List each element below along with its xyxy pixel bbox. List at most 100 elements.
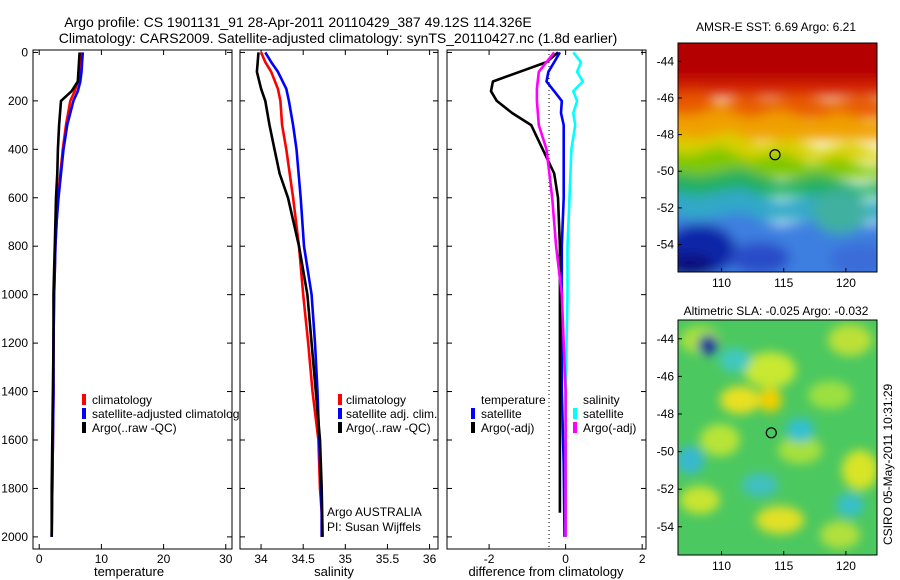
sla-map-frame bbox=[677, 319, 878, 556]
x-tick-label: 115 bbox=[774, 559, 793, 573]
argo-position-marker bbox=[769, 149, 781, 161]
figure-title-line2: Climatology: CARS2009. Satellite-adjuste… bbox=[59, 30, 617, 46]
legend-swatch-sal-argo bbox=[573, 422, 577, 433]
temperature-x-label: temperature bbox=[94, 564, 164, 579]
y-tick-label: 1800 bbox=[1, 481, 28, 495]
side-timestamp-label: CSIRO 05-May-2011 10:31:29 bbox=[881, 383, 895, 545]
legend-swatch-climatology bbox=[82, 394, 86, 405]
y-tick-label: -50 bbox=[657, 164, 675, 178]
y-tick-label: 400 bbox=[8, 142, 28, 156]
series-line-salinity-argo-adj bbox=[535, 51, 567, 537]
legend-label-temp-satellite: satellite bbox=[481, 407, 522, 421]
y-tick-label: -52 bbox=[657, 201, 675, 215]
x-tick-label: 110 bbox=[712, 276, 731, 290]
salinity-series bbox=[255, 51, 324, 537]
series-line-argo-raw-qc bbox=[255, 52, 324, 537]
x-tick-label: 2 bbox=[639, 552, 646, 566]
sla-map-title: Altimetric SLA: -0.025 Argo: -0.032 bbox=[684, 304, 869, 318]
y-tick-label: 800 bbox=[8, 239, 28, 253]
difference-axes-frame bbox=[446, 49, 647, 550]
y-tick-label: -50 bbox=[657, 445, 675, 459]
argo-position-marker bbox=[765, 427, 777, 439]
x-tick-label: 20 bbox=[157, 552, 171, 566]
salinity-legend: climatology satellite adj. clim. Argo(..… bbox=[338, 393, 437, 435]
y-tick-label: 1400 bbox=[1, 385, 28, 399]
x-tick-label: 115 bbox=[774, 276, 793, 290]
x-tick-label: 35.5 bbox=[376, 552, 400, 566]
y-tick-label: -46 bbox=[657, 91, 675, 105]
legend-swatch-argo bbox=[82, 422, 86, 433]
legend-label-sal-argo: Argo(-adj) bbox=[583, 421, 636, 435]
legend-label-climatology: climatology bbox=[346, 393, 406, 407]
figure-title-line1: Argo profile: CS 1901131_91 28-Apr-2011 … bbox=[64, 14, 532, 30]
y-tick-label: -44 bbox=[657, 332, 675, 346]
legend-label-satellite: satellite adj. clim. bbox=[346, 407, 437, 421]
legend-label-argo: Argo(..raw -QC) bbox=[92, 421, 177, 435]
y-tick-label: 1000 bbox=[1, 288, 28, 302]
difference-x-label: difference from climatology bbox=[468, 564, 624, 579]
x-tick-label: 110 bbox=[712, 559, 731, 573]
sst-map-panel: AMSR-E SST: 6.69 Argo: 6.21 110 115 120 -44… bbox=[657, 20, 878, 290]
difference-legend: temperature satellite Argo(-adj) salinit… bbox=[471, 393, 636, 435]
legend-swatch-sal-satellite bbox=[573, 408, 577, 419]
salinity-x-label: salinity bbox=[314, 564, 354, 579]
sst-map-axes: 110 115 120 -44 -46 -48 -50 -52 -54 bbox=[657, 54, 857, 290]
y-tick-label: -46 bbox=[657, 369, 675, 383]
legend-swatch-climatology bbox=[338, 394, 342, 405]
x-tick-label: 0 bbox=[36, 552, 43, 566]
y-tick-label: 1600 bbox=[1, 433, 28, 447]
x-tick-label: -2 bbox=[484, 552, 495, 566]
difference-series bbox=[489, 51, 585, 537]
series-line-temperature-argo-adj bbox=[489, 51, 562, 513]
y-tick-label: 1200 bbox=[1, 336, 28, 350]
legend-header-salinity: salinity bbox=[583, 393, 620, 407]
legend-header-temperature: temperature bbox=[481, 393, 546, 407]
legend-swatch-satellite bbox=[82, 408, 86, 419]
legend-swatch-argo bbox=[338, 422, 342, 433]
sst-heatmap bbox=[678, 43, 877, 272]
depth-y-ticks: 0 200 400 600 800 1000 1200 1400 1600 1800 2000 bbox=[1, 45, 28, 543]
legend-label-argo: Argo(..raw -QC) bbox=[346, 421, 431, 435]
sst-map-frame bbox=[677, 42, 878, 273]
y-tick-label: -48 bbox=[657, 407, 675, 421]
x-tick-label: 30 bbox=[219, 552, 233, 566]
y-tick-label: -44 bbox=[657, 54, 675, 68]
temperature-legend: climatology satellite-adjusted climatolo… bbox=[82, 393, 239, 435]
sla-map-axes: 110 115 120 -44 -46 -48 -50 -52 -54 bbox=[657, 332, 857, 573]
y-tick-label: 2000 bbox=[1, 530, 28, 544]
x-tick-label: 35 bbox=[339, 552, 353, 566]
salinity-panel: 34 34.5 35 35.5 36 salinity climatology sate… bbox=[239, 49, 439, 579]
legend-label-sal-satellite: satellite bbox=[583, 407, 624, 421]
y-tick-label: 200 bbox=[8, 94, 28, 108]
temperature-axes-frame bbox=[32, 49, 233, 550]
difference-x-ticks: -2 0 2 bbox=[447, 50, 646, 566]
series-line-argo-raw-qc bbox=[50, 52, 81, 537]
y-tick-label: -52 bbox=[657, 482, 675, 496]
difference-panel: -2 0 2 difference from climatology tempera… bbox=[446, 49, 647, 579]
x-tick-label: 34.5 bbox=[292, 552, 316, 566]
y-tick-label: -48 bbox=[657, 128, 675, 142]
legend-swatch-satellite bbox=[338, 408, 342, 419]
legend-label-satellite: satellite-adjusted climatolog bbox=[92, 407, 239, 421]
legend-label-climatology: climatology bbox=[92, 393, 152, 407]
legend-label-temp-argo: Argo(-adj) bbox=[481, 421, 534, 435]
y-tick-label: 0 bbox=[21, 45, 28, 59]
temperature-panel: 0 10 20 30 temperature climatology satellit… bbox=[32, 49, 239, 579]
legend-swatch-temp-satellite bbox=[471, 408, 475, 419]
y-tick-label: 600 bbox=[8, 191, 28, 205]
sla-heatmap bbox=[678, 320, 877, 555]
y-tick-label: -54 bbox=[657, 520, 675, 534]
series-line-salinity-satellite bbox=[564, 51, 585, 537]
annotation-pi: PI: Susan Wijffels bbox=[327, 520, 421, 534]
series-line-temperature-satellite bbox=[545, 51, 566, 537]
x-tick-label: 10 bbox=[95, 552, 109, 566]
x-tick-label: 120 bbox=[836, 276, 856, 290]
x-tick-label: 0 bbox=[562, 552, 569, 566]
legend-swatch-temp-argo bbox=[471, 422, 475, 433]
x-tick-label: 36 bbox=[423, 552, 437, 566]
x-tick-label: 34 bbox=[254, 552, 268, 566]
salinity-x-ticks: 34 34.5 35 35.5 36 bbox=[240, 50, 438, 566]
temperature-series bbox=[50, 52, 85, 537]
sst-map-title: AMSR-E SST: 6.69 Argo: 6.21 bbox=[696, 20, 856, 34]
